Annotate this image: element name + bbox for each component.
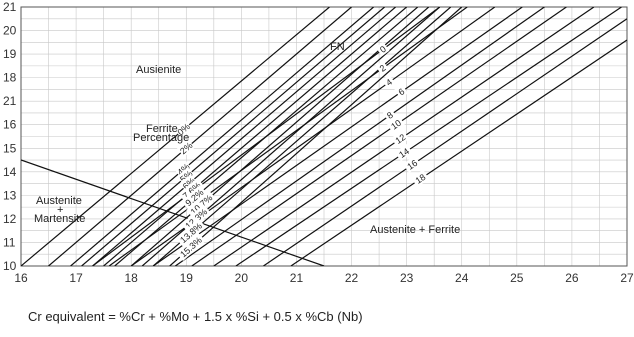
fn-line-10: [191, 7, 567, 266]
fn-label-4-text: 4: [384, 77, 394, 88]
y-tick-label: 13: [3, 188, 17, 202]
ferrite-label-7-bg: [186, 190, 217, 219]
x-tick-label: 17: [69, 271, 83, 285]
y-tick-label: 15: [3, 141, 17, 155]
fn-label: FN: [330, 41, 345, 53]
fn-label-16-bg: [402, 155, 422, 173]
ferrite-line-0: [21, 7, 330, 266]
fn-line-16: [263, 18, 627, 266]
region-ferrite-percentage-line1: Ferrite: [146, 123, 178, 135]
x-tick-label: 26: [565, 271, 579, 285]
fn-label-0: 0: [375, 41, 390, 57]
y-tick-label: 19: [3, 47, 17, 61]
fn-label-10-bg: [386, 115, 405, 133]
fn-label-8-text: 8: [385, 110, 395, 121]
fn-label-18-bg: [411, 169, 430, 188]
fn-label-14-text: 14: [397, 146, 411, 160]
ferrite-label-10-bg: [175, 232, 206, 261]
fn-label-18: 18: [411, 169, 430, 188]
x-tick-label: 21: [290, 271, 304, 285]
y-tick-label: 20: [3, 24, 17, 38]
fn-line-8: [174, 7, 545, 266]
fn-label-18-text: 18: [414, 172, 428, 186]
x-tick-label: 23: [400, 271, 414, 285]
ferrite-label-8-bg: [181, 204, 211, 233]
region-austenite-martensite-line1: Austenite: [36, 195, 82, 207]
x-tick-label: 27: [620, 271, 634, 285]
region-austenite-martensite-line3: Martensite: [34, 213, 85, 225]
fn-label-10: 10: [386, 115, 405, 133]
ferrite-line-4: [92, 7, 396, 266]
fn-line-6: [152, 7, 523, 266]
fn-label-16-text: 16: [405, 158, 419, 172]
x-tick-label: 16: [14, 271, 28, 285]
fn-label-0-bg: [375, 41, 390, 57]
fn-label-14: 14: [394, 144, 413, 162]
fn-label-6-bg: [394, 84, 409, 99]
martensite-boundary-line: [21, 159, 325, 266]
ferrite-line-10: [169, 7, 463, 266]
fn-label-6: 6: [394, 84, 409, 99]
fn-label-12-bg: [391, 129, 410, 148]
fn-label-6-text: 6: [397, 86, 407, 97]
fn-label-4: 4: [381, 74, 396, 90]
ferrite-label-4-bg: [179, 174, 198, 193]
y-tick-label: 10: [3, 259, 17, 273]
ferrite-line-2: [70, 7, 374, 266]
y-tick-label: 18: [3, 71, 17, 85]
x-tick-label: 24: [455, 271, 469, 285]
fn-label-8: 8: [382, 107, 397, 123]
x-tick-label: 19: [180, 271, 194, 285]
region-ferrite-percentage-line2: Percentage: [133, 132, 189, 144]
x-tick-label: 20: [235, 271, 249, 285]
fn-line-2: [108, 7, 468, 266]
x-tick-label: 22: [345, 271, 359, 285]
ferrite-label-9-bg: [175, 218, 206, 247]
ferrite-label-5-bg: [178, 178, 205, 203]
region-austenite: Ausienite: [136, 64, 181, 76]
fn-label-16: 16: [402, 155, 422, 173]
y-tick-label: 12: [3, 212, 17, 226]
ferrite-label-2-bg: [174, 160, 193, 178]
region-austenite-martensite-line2: +: [57, 204, 63, 216]
ferrite-label-0-bg: [174, 120, 193, 138]
ferrite-line-1: [48, 7, 352, 266]
fn-label-2-text: 2: [378, 63, 388, 74]
ferrite-label-3-bg: [176, 167, 196, 185]
fn-line-18: [290, 39, 627, 266]
fn-label-4-bg: [381, 74, 396, 90]
tick-labels: 16 17 18 19 20 21 22 23 24 25 26 271011121314151621…: [3, 0, 634, 285]
fn-label-0-text: 0: [378, 44, 388, 55]
y-tick-label: 16: [3, 118, 17, 132]
y-tick-label: 21: [3, 94, 17, 108]
fn-label-2-bg: [375, 60, 390, 75]
ferrite-line-9: [152, 7, 452, 266]
x-tick-label: 25: [510, 271, 524, 285]
fn-label-12-text: 12: [393, 132, 407, 146]
fn-line-14: [235, 7, 622, 266]
cr-equivalent-formula: Cr equivalent = %Cr + %Mo + 1.5 x %Si + …: [28, 309, 363, 324]
y-tick-label: 14: [3, 165, 17, 179]
region-austenite-ferrite: Austenite + Ferrite: [370, 224, 460, 236]
y-tick-label: 11: [3, 235, 16, 249]
fn-label-14-bg: [394, 144, 413, 162]
y-tick-label: 21: [3, 0, 17, 14]
fn-label-8-bg: [382, 107, 397, 123]
fn-label-12: 12: [391, 129, 410, 148]
ferrite-line-3: [81, 7, 385, 266]
ferrite-line-5: [103, 7, 407, 266]
x-tick-label: 18: [125, 271, 139, 285]
ferrite-label-1-bg: [176, 139, 196, 157]
fn-label-2: 2: [375, 60, 390, 75]
ferrite-line-6: [114, 7, 419, 266]
ferrite-label-6-bg: [181, 185, 208, 210]
fn-label-10-text: 10: [389, 118, 403, 132]
